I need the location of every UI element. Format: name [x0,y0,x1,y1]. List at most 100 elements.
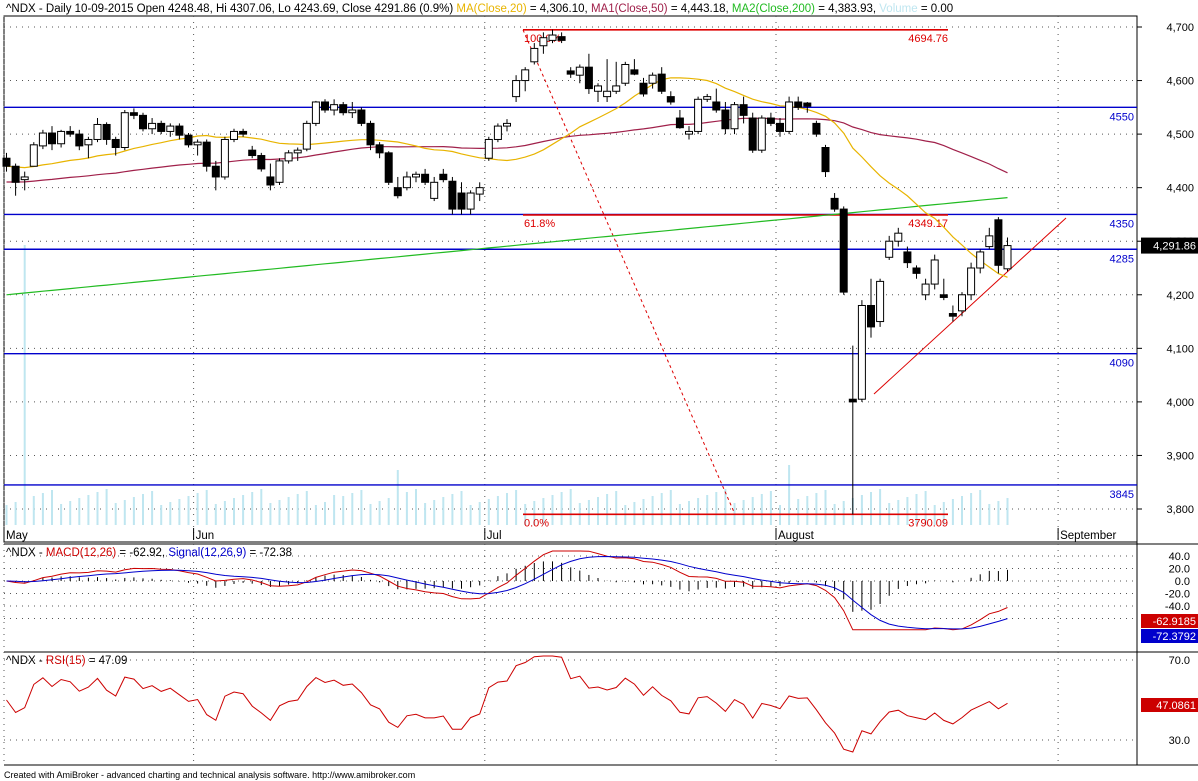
candle-body [75,133,84,147]
volume-bar [924,491,927,525]
volume-bar [405,492,408,525]
volume-bar [797,499,800,525]
volume-bar [915,494,918,525]
volume-bar [688,501,690,525]
candle-body [666,96,675,103]
candle-body [93,123,102,140]
volume-bar [997,501,1000,525]
volume-bar [305,491,308,525]
volume-bars [5,245,1009,525]
candle-body [129,112,138,116]
volume-bar [296,494,299,525]
candle-body [148,122,157,130]
month-label: August [778,530,815,542]
month-axis: May Jun Jul August September [3,528,1117,542]
volume-bar [496,496,499,525]
volume-bar [942,502,945,525]
candle-body [584,66,593,90]
signal-line [6,555,1008,630]
rsi-value-label: 47.0861 [1156,700,1196,712]
candle-body [184,134,193,146]
volume-bar [333,495,336,525]
trend-lines [873,217,1067,395]
volume-bar [769,491,772,525]
candle-body [20,176,29,181]
price-tick-label: 4,100 [1166,343,1194,355]
hline-label: 4550 [1110,111,1134,123]
volume-bar [760,494,763,525]
candle-body [393,187,402,197]
volume-bar [178,499,181,525]
rsi-pane: 70.0 30.0 47.0861 [4,655,1198,753]
volume-bar [669,490,672,525]
candle-body [530,47,539,63]
rsi-value-marker [1141,698,1198,712]
signal-value-label: -72.3792 [1153,631,1196,643]
candle-body [275,160,284,183]
rsi-tick-label: 70.0 [1169,655,1190,667]
candle-body [894,232,903,242]
candle-body [139,114,147,130]
candle-body [466,192,475,210]
signal-value-marker [1141,629,1198,643]
volume-bar [651,496,654,525]
candle-body [985,235,994,248]
candle-body [357,109,366,124]
candle-body [958,294,966,312]
volume-bar [487,499,490,525]
candle-body [384,152,393,183]
volume-bar [615,491,618,525]
candle-body [66,130,75,135]
volume-bar [132,497,135,525]
volume-bar [751,497,754,525]
candle-body [821,147,830,173]
rsi-line [6,655,1008,753]
candle-body [603,90,612,98]
volume-bar [506,493,508,525]
volume-bar [60,504,63,525]
volume-bar [41,493,44,525]
volume-bar [879,489,882,525]
volume-bar [642,499,645,525]
candle-body [375,144,384,154]
candle-body [657,73,666,92]
price-header: ^NDX - Daily 10-09-2015 Open 4248.48, Hi… [6,3,953,15]
candle-body [830,197,839,210]
hline-label: 4350 [1110,218,1134,230]
volume-bar [387,498,390,525]
candle-body [348,109,357,114]
rsi-header: ^NDX - RSI(15) = 47.09 [6,655,127,667]
candle-body [766,117,775,124]
price-tick-label: 4,000 [1166,397,1194,409]
horizontal-lines: 4550 4350 4285 4090 3845 [4,106,1137,501]
candle-body [266,176,275,186]
price-tick-label: 4,700 [1166,22,1194,34]
volume-bar [32,496,35,525]
volume-bar [424,503,427,525]
volume-bar [988,504,991,525]
volume-bar [14,502,17,525]
macd-header: ^NDX - MACD(12,26) = -62.92, Signal(12,2… [6,547,292,559]
volume-bar [815,493,818,525]
hline-label: 4090 [1110,358,1134,370]
volume-bar [278,500,281,525]
volume-bar [142,494,144,525]
candle-body [503,122,511,127]
volume-bar [633,502,636,525]
price-tick-label: 3,800 [1166,504,1194,516]
candle-body [876,280,885,323]
candle-body [220,138,229,178]
candle-body [921,283,930,296]
volume-bar [870,492,872,525]
fib-price-label: 4694.76 [908,33,948,45]
candle-body [812,122,821,135]
volume-bar [951,499,954,525]
candle-body [120,112,129,148]
candle-body [748,117,757,151]
candle-body [794,101,803,108]
volume-bar [460,491,463,525]
volume-bar [87,495,90,525]
candle-body [2,157,11,167]
candle-body [321,101,329,111]
volume-bar [69,501,72,525]
